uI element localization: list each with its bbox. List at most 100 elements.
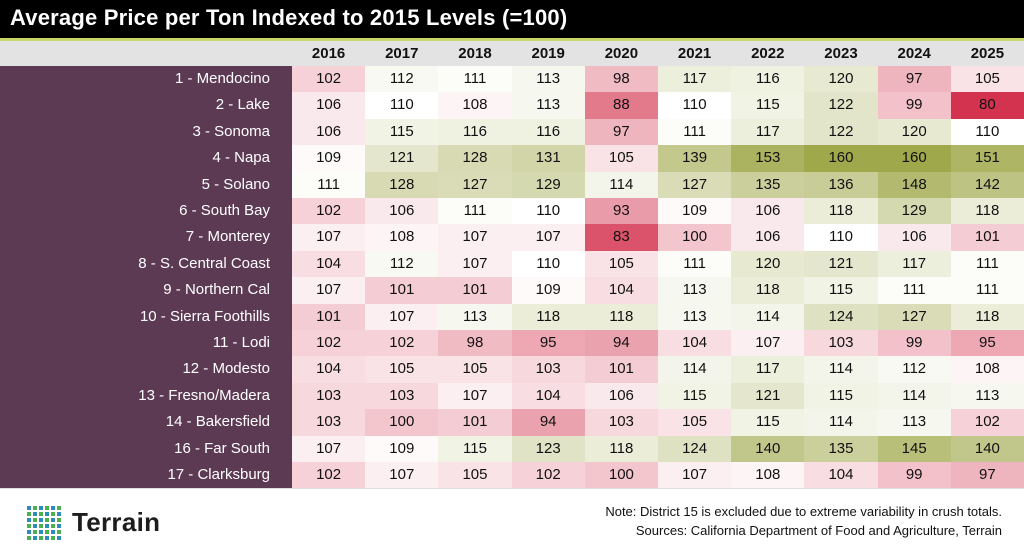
heatmap-cell: 103 <box>584 409 658 436</box>
heatmap-cell: 116 <box>511 118 585 146</box>
logo-dot <box>57 524 61 528</box>
heatmap-cell: 102 <box>292 330 366 357</box>
heatmap-cell: 113 <box>511 66 585 93</box>
heatmap-cell: 160 <box>804 145 878 172</box>
year-header-2016: 2016 <box>311 45 346 62</box>
logo-dot <box>33 524 37 528</box>
heatmap-cell: 111 <box>658 118 732 146</box>
heatmap-cell: 128 <box>365 171 439 198</box>
logo-dot <box>51 530 55 534</box>
logo-dot <box>27 530 31 534</box>
note-text: Note: District 15 is excluded due to ext… <box>605 504 1002 519</box>
heatmap-cell: 110 <box>658 92 732 119</box>
year-header-2018: 2018 <box>458 45 492 62</box>
heatmap-cell: 80 <box>950 92 1024 119</box>
heatmap-cell: 116 <box>731 66 805 93</box>
logo-dot <box>27 506 31 510</box>
logo-dot <box>33 512 37 516</box>
year-header-2023: 2023 <box>824 45 858 62</box>
heatmap-cell: 142 <box>950 171 1024 198</box>
heatmap-grid: 102 112 111 113 98 117 116 120 97 105 106 110 108 113… <box>292 66 1024 489</box>
heatmap-cell: 105 <box>438 462 512 489</box>
logo-dot <box>33 530 37 534</box>
heatmap-cell: 117 <box>877 250 951 278</box>
heatmap-cell: 99 <box>877 462 951 489</box>
district-label: 6 - South Bay <box>179 202 270 219</box>
logo-dot <box>51 536 55 540</box>
district-label: 4 - Napa <box>212 149 270 167</box>
heatmap-cell: 100 <box>658 224 732 251</box>
heatmap-cell: 118 <box>731 277 805 304</box>
heatmap-cell: 101 <box>950 224 1024 251</box>
heatmap-cell: 107 <box>658 462 732 489</box>
logo-dot <box>57 530 61 534</box>
heatmap-cell: 127 <box>877 303 951 330</box>
heatmap-cell: 95 <box>950 330 1024 357</box>
year-header-2022: 2022 <box>751 45 785 62</box>
logo-dot <box>33 506 37 510</box>
chart-title: Average Price per Ton Indexed to 2015 Le… <box>10 5 568 30</box>
logo-dot <box>57 512 61 516</box>
heatmap-cell: 151 <box>950 145 1024 172</box>
year-header-2025: 2025 <box>970 45 1005 62</box>
logo-dot <box>45 512 49 516</box>
heatmap-cell: 106 <box>292 92 366 119</box>
heatmap-cell: 97 <box>950 462 1024 489</box>
heatmap-cell: 106 <box>731 224 805 251</box>
heatmap-cell: 98 <box>438 330 512 357</box>
heatmap-cell: 109 <box>511 277 585 304</box>
heatmap-cell: 131 <box>511 145 585 172</box>
terrain-logo-dots-icon <box>27 506 61 540</box>
logo-dot <box>57 536 61 540</box>
district-label: 7 - Monterey <box>185 228 270 246</box>
logo-dot <box>57 506 61 510</box>
heatmap-cell: 135 <box>731 171 805 198</box>
logo-dot <box>51 512 55 516</box>
heatmap-cell: 106 <box>365 198 439 225</box>
year-header-row: 2016 2017 2018 2019 2020 2021 2022 2023 2024 2025 <box>0 41 1024 66</box>
heatmap-cell: 102 <box>292 66 366 93</box>
year-header-2024: 2024 <box>897 45 931 62</box>
heatmap-cell: 115 <box>731 92 805 119</box>
year-header-2021: 2021 <box>677 45 712 62</box>
heatmap-cell: 105 <box>584 145 658 172</box>
district-label: 3 - Sonoma <box>192 122 270 140</box>
district-label: 5 - Solano <box>201 175 270 193</box>
heatmap-cell: 111 <box>658 250 732 278</box>
district-label: 8 - S. Central Coast <box>138 254 270 272</box>
logo-dot <box>57 518 61 522</box>
heatmap-cell: 117 <box>731 118 805 146</box>
heatmap-cell: 99 <box>877 330 951 357</box>
heatmap-cell: 111 <box>292 171 366 198</box>
heatmap-cell: 121 <box>365 145 439 172</box>
heatmap-cell: 105 <box>438 356 512 383</box>
heatmap-cell: 109 <box>292 145 366 172</box>
footer-divider <box>0 488 1024 489</box>
logo-dot <box>39 530 43 534</box>
heatmap-cell: 97 <box>877 66 951 93</box>
district-label: 17 - Clarksburg <box>167 466 270 483</box>
heatmap-cell: 113 <box>658 277 732 304</box>
heatmap-cell: 115 <box>438 435 512 462</box>
footnote: Note: District 15 is excluded due to ext… <box>605 502 1002 540</box>
heatmap-cell: 136 <box>804 171 878 198</box>
heatmap-cell: 99 <box>877 92 951 119</box>
heatmap-cell: 111 <box>950 250 1024 278</box>
heatmap-cell: 101 <box>365 277 439 304</box>
heatmap-cell: 103 <box>511 356 585 383</box>
heatmap-cell: 113 <box>438 303 512 330</box>
title-accent-line <box>0 38 1024 41</box>
district-label: 10 - Sierra Foothills <box>139 307 270 325</box>
heatmap-cell: 105 <box>584 250 658 278</box>
logo-dot <box>51 506 55 510</box>
logo-dot <box>51 518 55 522</box>
heatmap-cell: 101 <box>584 356 658 383</box>
heatmap-cell: 97 <box>584 118 658 146</box>
heatmap-cell: 101 <box>438 409 512 436</box>
heatmap-cell: 107 <box>365 303 439 330</box>
logo-dot <box>33 518 37 522</box>
heatmap-cell: 118 <box>950 303 1024 330</box>
heatmap-cell: 95 <box>511 330 585 357</box>
heatmap-cell: 117 <box>731 356 805 383</box>
heatmap-cell: 104 <box>584 277 658 304</box>
